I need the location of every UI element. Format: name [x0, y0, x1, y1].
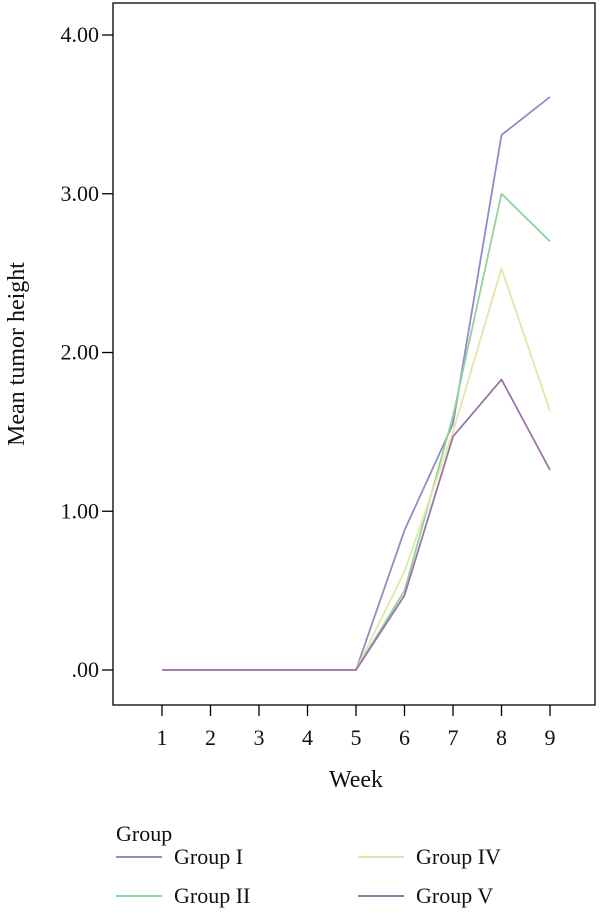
legend-label: Group I: [174, 844, 243, 869]
plot-frame: [112, 2, 596, 706]
series-line-group-iv: [162, 267, 551, 671]
y-tick-label: 2.00: [61, 340, 100, 365]
x-tick-label: 7: [448, 725, 459, 750]
x-tick-label: 4: [302, 725, 313, 750]
legend-label: Group IV: [416, 844, 501, 869]
y-tick-label: 1.00: [61, 498, 100, 523]
x-axis: 1 2 3 4 5 6 7 8 9: [157, 705, 556, 750]
x-tick-label: 8: [496, 725, 507, 750]
y-tick-label: 4.00: [61, 22, 100, 47]
legend-title: Group: [116, 821, 172, 846]
y-tick-label: .00: [72, 657, 100, 682]
legend: Group I Group II Group IV Group V: [116, 844, 501, 908]
x-tick-label: 5: [351, 725, 362, 750]
legend-label: Group V: [416, 883, 493, 908]
x-tick-label: 3: [254, 725, 265, 750]
x-tick-label: 1: [157, 725, 168, 750]
series-line-group-v: [162, 378, 551, 671]
legend-label: Group II: [174, 883, 250, 908]
x-tick-label: 9: [545, 725, 556, 750]
series-line-group-ii: [162, 192, 551, 671]
x-tick-label: 6: [399, 725, 410, 750]
series-line-group-i: [162, 96, 551, 671]
y-axis: .00 1.00 2.00 3.00 4.00: [61, 22, 113, 682]
series-lines: [162, 96, 551, 671]
y-tick-label: 3.00: [61, 181, 100, 206]
x-axis-label: Week: [329, 767, 383, 793]
x-tick-label: 2: [205, 725, 216, 750]
y-axis-label: Mean tumor height: [4, 262, 30, 446]
